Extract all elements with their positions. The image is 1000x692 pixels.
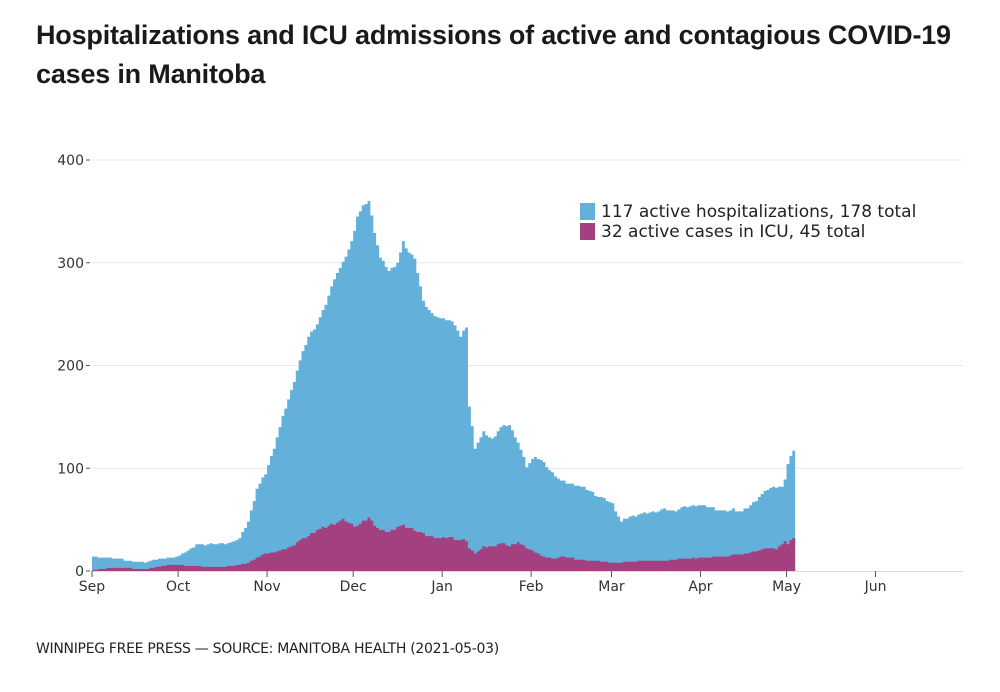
legend: 117 active hospitalizations, 178 total32…: [580, 202, 916, 242]
y-tick-label-100: 100: [57, 461, 84, 477]
legend-label-icu: 32 active cases in ICU, 45 total: [601, 222, 865, 242]
legend-swatch-icu: [580, 223, 595, 240]
x-tick-label-jan: Jan: [430, 579, 453, 595]
y-axis: 0 100 200 300 400: [57, 153, 90, 580]
x-tick-label-sep: Sep: [79, 579, 106, 595]
x-tick-label-dec: Dec: [340, 579, 367, 595]
y-tick-label-400: 400: [57, 153, 84, 169]
x-axis: Sep Oct Nov Dec Jan Feb Mar Apr May Jun: [79, 571, 963, 595]
source-footer: WINNIPEG FREE PRESS — SOURCE: MANITOBA H…: [36, 641, 499, 657]
x-tick-label-apr: Apr: [688, 579, 712, 595]
y-tick-label-200: 200: [57, 359, 84, 375]
area-icu: [92, 517, 796, 571]
y-tick-label-300: 300: [57, 256, 84, 272]
legend-label-hospital: 117 active hospitalizations, 178 total: [601, 202, 916, 222]
x-tick-label-jun: Jun: [864, 579, 887, 595]
x-tick-label-oct: Oct: [166, 579, 191, 595]
chart-areas: [92, 201, 796, 571]
area-hospital: [92, 201, 796, 571]
legend-swatch-hospital: [580, 203, 595, 220]
x-tick-label-mar: Mar: [598, 579, 625, 595]
chart-title: Hospitalizations and ICU admissions of a…: [36, 20, 951, 89]
x-tick-label-nov: Nov: [253, 579, 280, 595]
x-tick-label-feb: Feb: [519, 579, 544, 595]
y-tick-label-0: 0: [75, 564, 84, 580]
x-tick-label-may: May: [772, 579, 801, 595]
